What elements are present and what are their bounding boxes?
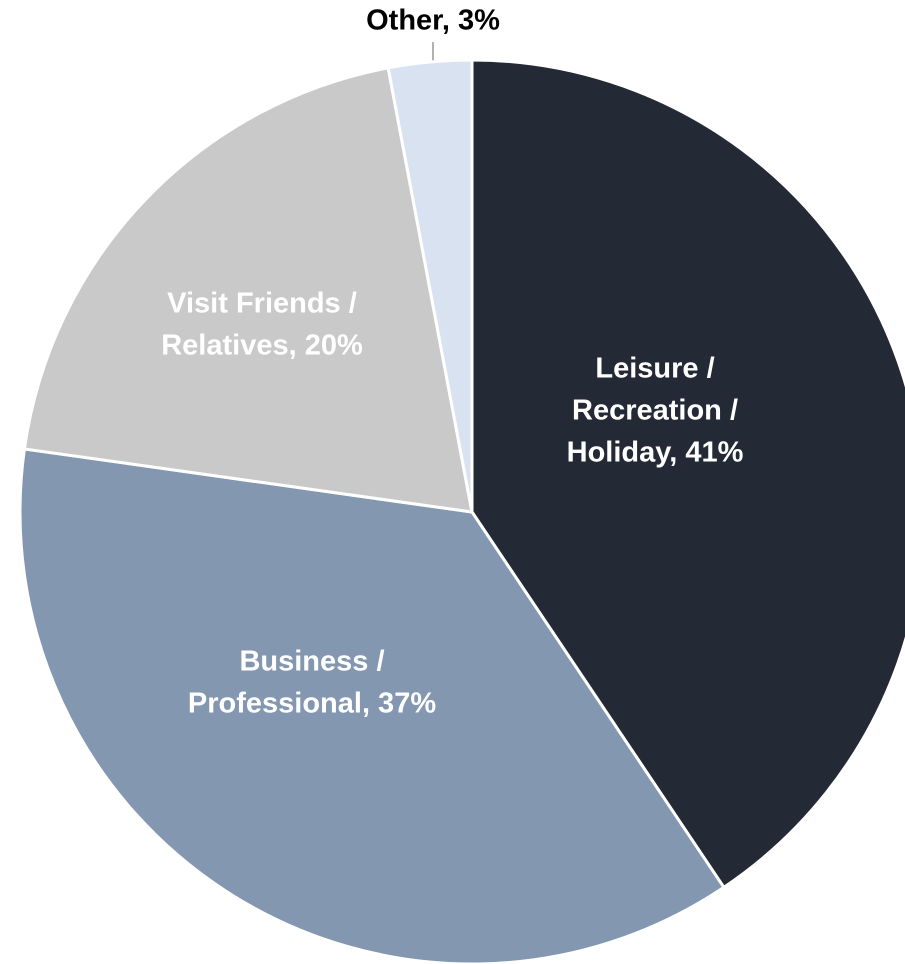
pie-slice xyxy=(18,447,726,964)
slice-label: Professional, 37% xyxy=(188,688,436,720)
slice-label: Holiday, 41% xyxy=(567,437,744,469)
pie-slice xyxy=(470,58,905,890)
slice-label: Visit Friends / xyxy=(167,288,357,320)
slice-label: Relatives, 20% xyxy=(161,330,363,362)
slice-label: Recreation / xyxy=(572,395,738,427)
pie-slice xyxy=(22,66,474,514)
slice-label: Leisure / xyxy=(595,353,714,385)
slice-label: Other, 3% xyxy=(366,5,500,37)
pie-slice xyxy=(386,58,474,513)
slice-label: Business / xyxy=(239,646,384,678)
